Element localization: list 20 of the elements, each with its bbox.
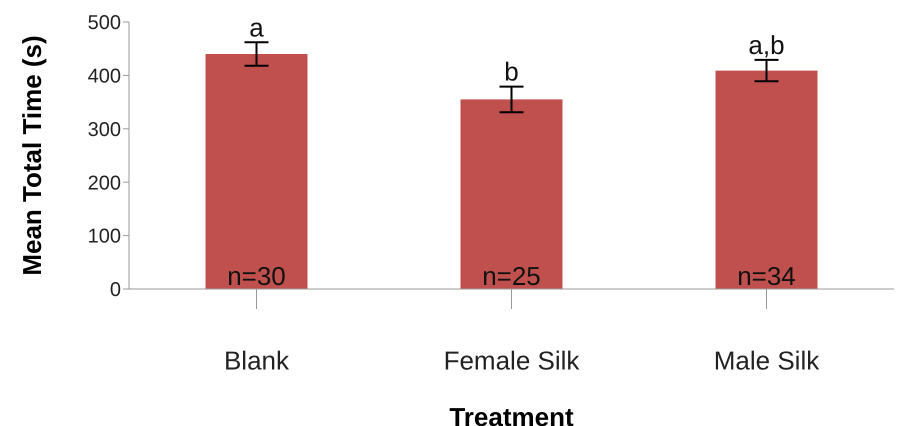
y-axis-title: Mean Total Time (s) [17,35,48,276]
y-tick-label: 500 [88,12,121,34]
y-tick-label: 0 [110,279,121,302]
annotation: a,b [748,30,785,60]
bar [460,99,562,289]
y-tick-label: 300 [88,118,121,141]
y-tick-label: 400 [88,66,121,88]
x-tick-label: Blank [224,345,290,376]
annotation: a [249,12,264,42]
bar [206,54,308,289]
y-tick-label: 100 [88,226,121,248]
annotation: n=25 [482,261,541,291]
x-tick-label: Female Silk [444,345,580,376]
x-axis-title: Treatment [449,402,574,426]
annotation: n=30 [227,261,286,291]
y-tick-label: 200 [88,172,121,194]
annotation: n=34 [737,261,796,291]
bar [716,70,818,289]
annotation: b [504,56,519,87]
x-tick-label: Male Silk [714,345,820,376]
